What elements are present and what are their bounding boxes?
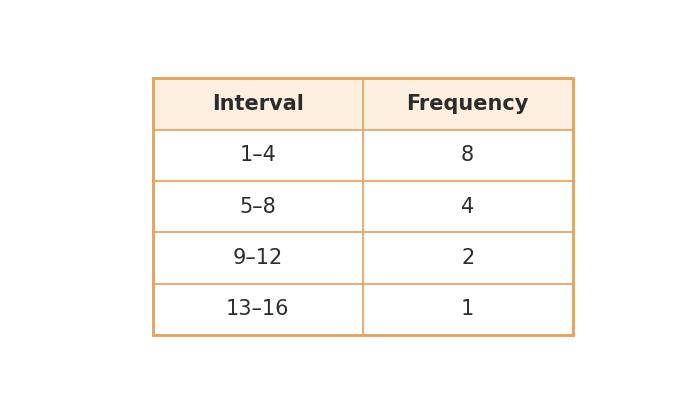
Text: 8: 8 xyxy=(461,145,474,165)
Bar xyxy=(153,78,573,129)
Text: Interval: Interval xyxy=(212,94,304,114)
Text: 1–4: 1–4 xyxy=(240,145,276,165)
Bar xyxy=(153,78,573,335)
Text: 1: 1 xyxy=(461,299,475,319)
Bar xyxy=(153,129,573,181)
Bar xyxy=(153,232,573,283)
Text: 2: 2 xyxy=(461,248,475,268)
Text: 5–8: 5–8 xyxy=(240,197,276,217)
Text: 9–12: 9–12 xyxy=(233,248,283,268)
Text: 4: 4 xyxy=(461,197,475,217)
Text: Frequency: Frequency xyxy=(406,94,529,114)
Bar xyxy=(153,181,573,232)
Bar xyxy=(153,283,573,335)
Text: 13–16: 13–16 xyxy=(226,299,290,319)
